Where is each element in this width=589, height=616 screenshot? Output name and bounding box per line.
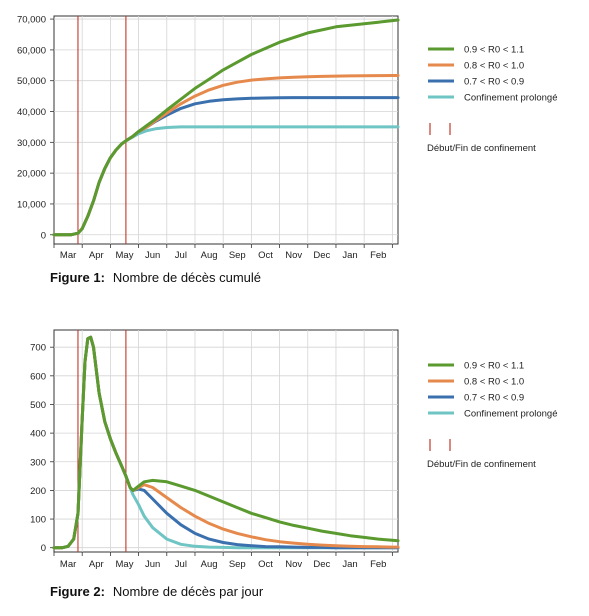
series-line-green (52, 18, 400, 237)
y-tick-label: 30,000 (17, 138, 46, 149)
x-tick-label: Jan (342, 559, 357, 570)
y-tick-label: 20,000 (17, 169, 46, 180)
x-tick-label: Sep (229, 559, 246, 570)
legend-label: 0.7 < R0 < 0.9 (464, 393, 524, 404)
figure1-caption: Figure 1: Nombre de décès cumulé (50, 270, 261, 285)
x-tick-label: Jul (175, 250, 187, 261)
chart-cumulative-deaths: 0 10,000 20,000 30,000 40,000 50,000 60,000 70,… (17, 15, 400, 261)
x-tick-label: Jan (342, 250, 357, 261)
x-tick-label: Nov (285, 250, 302, 261)
y-tick-label: 700 (30, 343, 46, 354)
y-tick-label: 60,000 (17, 45, 46, 56)
y-tick-label: 0 (41, 543, 46, 554)
chart-daily-deaths: 0 100 200 300 400 500 600 700 Mar Apr May Jun Jul Aug… (30, 329, 400, 570)
y-tick-label: 10,000 (17, 199, 46, 210)
x-tick-label: Jun (145, 559, 160, 570)
x-tick-label: Aug (201, 250, 218, 261)
figure1-label: Figure 1: (50, 270, 105, 285)
x-tick-label: Feb (370, 250, 386, 261)
figure2-label: Figure 2: (50, 584, 105, 599)
x-tick-label: May (116, 559, 134, 570)
y-tick-label: 500 (30, 400, 46, 411)
x-tick-label: Jul (175, 559, 187, 570)
y-tick-label: 70,000 (17, 15, 46, 26)
legend-confinement-label: Début/Fin de confinement (427, 459, 536, 470)
figure2-caption: Figure 2: Nombre de décès par jour (50, 584, 263, 599)
legend-confinement-label: Début/Fin de confinement (427, 143, 536, 154)
figure2-caption-text: Nombre de décès par jour (112, 584, 264, 599)
x-tick-label: Apr (89, 250, 104, 261)
legend-label: 0.8 < R0 < 1.0 (464, 61, 524, 72)
legend-label: 0.9 < R0 < 1.1 (464, 45, 524, 56)
x-tick-label: Apr (89, 559, 104, 570)
y-tick-label: 100 (30, 515, 46, 526)
legend-label: 0.9 < R0 < 1.1 (464, 361, 524, 372)
y-tick-label: 200 (30, 486, 46, 497)
figure1-caption-text: Nombre de décès cumulé (112, 270, 262, 285)
x-tick-label: Dec (313, 559, 330, 570)
legend-chart-2: 0.9 < R0 < 1.1 0.8 < R0 < 1.0 0.7 < R0 < 0… (427, 361, 557, 471)
x-tick-label: Jun (145, 250, 160, 261)
y-tick-label: 400 (30, 429, 46, 440)
plot-area (53, 15, 399, 245)
x-tick-label: Aug (201, 559, 218, 570)
legend-label: Confinement prolongé (464, 93, 557, 104)
x-tick-label: Mar (60, 250, 76, 261)
y-tick-label: 40,000 (17, 107, 46, 118)
x-tick-label: Oct (258, 559, 273, 570)
y-tick-label: 300 (30, 457, 46, 468)
x-tick-label: Mar (60, 559, 76, 570)
y-tick-label: 0 (41, 230, 46, 241)
legend-label: 0.8 < R0 < 1.0 (464, 377, 524, 388)
y-tick-label: 600 (30, 371, 46, 382)
x-tick-label: May (116, 250, 134, 261)
x-tick-label: Dec (313, 250, 330, 261)
x-tick-label: Nov (285, 559, 302, 570)
legend-label: Confinement prolongé (464, 409, 557, 420)
legend-label: 0.7 < R0 < 0.9 (464, 77, 524, 88)
x-tick-label: Sep (229, 250, 246, 261)
x-tick-label: Feb (370, 559, 386, 570)
x-tick-label: Oct (258, 250, 273, 261)
y-tick-label: 50,000 (17, 76, 46, 87)
series-line-green (52, 335, 400, 550)
legend-chart-1: 0.9 < R0 < 1.1 0.8 < R0 < 1.0 0.7 < R0 < 0… (427, 45, 557, 155)
